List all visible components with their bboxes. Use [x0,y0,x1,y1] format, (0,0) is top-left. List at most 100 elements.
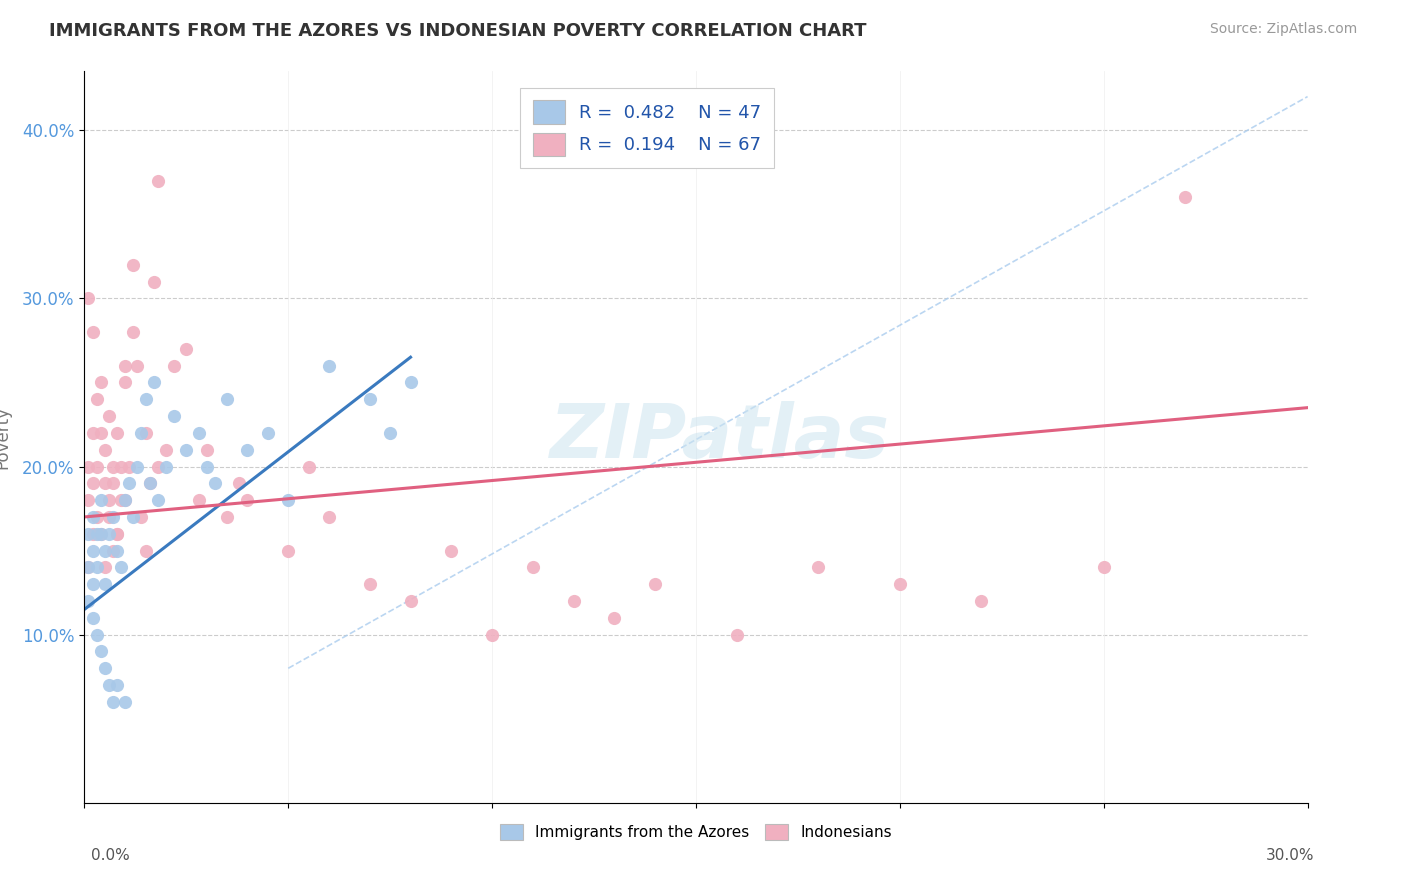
Point [155,442,177,457]
Text: 0.0%: 0.0% [91,848,131,863]
Point [97,678,120,692]
Point [146,493,169,508]
Point [440,543,463,558]
Point [399,594,422,608]
Point [82,325,104,339]
Point [122,325,145,339]
Point [359,577,381,591]
Point [135,392,157,407]
Point [82,510,104,524]
Point [195,442,218,457]
Point [146,174,169,188]
Point [105,425,128,440]
Point [236,442,259,457]
Point [174,342,197,356]
Point [217,392,239,407]
Point [77,291,100,305]
Point [101,695,124,709]
Point [187,493,209,508]
Point [236,493,259,508]
Point [82,577,104,591]
Point [127,359,149,373]
Point [122,510,145,524]
Point [138,476,160,491]
Point [90,526,112,541]
Point [114,493,136,508]
Point [93,476,115,491]
Point [114,359,136,373]
Point [114,493,136,508]
Point [101,476,124,491]
Text: 30.0%: 30.0% [1267,848,1315,863]
Point [174,442,197,457]
Point [82,526,104,541]
Point [90,644,112,658]
Point [82,425,104,440]
Point [725,627,748,641]
Point [155,459,177,474]
Point [114,695,136,709]
Point [97,493,120,508]
Point [644,577,666,591]
Point [110,493,132,508]
Point [86,627,108,641]
Point [97,526,120,541]
Point [86,392,108,407]
Point [970,594,993,608]
Point [86,459,108,474]
Point [110,459,132,474]
Point [195,459,218,474]
Point [101,459,124,474]
Point [101,543,124,558]
Point [93,442,115,457]
Point [1174,190,1197,204]
Point [110,560,132,574]
Point [142,376,165,390]
Point [380,425,402,440]
Y-axis label: Poverty: Poverty [0,406,11,468]
Point [86,526,108,541]
Point [135,543,157,558]
Point [82,611,104,625]
Point [603,611,626,625]
Point [93,577,115,591]
Text: Source: ZipAtlas.com: Source: ZipAtlas.com [1209,22,1357,37]
Point [135,425,157,440]
Point [163,359,186,373]
Point [77,594,100,608]
Point [90,425,112,440]
Point [889,577,911,591]
Point [77,493,100,508]
Point [93,560,115,574]
Legend: Immigrants from the Azores, Indonesians: Immigrants from the Azores, Indonesians [494,818,898,847]
Point [97,510,120,524]
Point [318,510,340,524]
Point [298,459,321,474]
Point [114,376,136,390]
Point [122,258,145,272]
Point [90,526,112,541]
Point [204,476,226,491]
Point [318,359,340,373]
Point [481,627,503,641]
Point [228,476,250,491]
Point [101,510,124,524]
Point [105,678,128,692]
Text: ZIPatlas: ZIPatlas [550,401,890,474]
Point [131,510,153,524]
Point [82,476,104,491]
Point [82,543,104,558]
Point [187,425,209,440]
Point [807,560,830,574]
Point [277,493,299,508]
Point [118,476,141,491]
Point [399,376,422,390]
Point [562,594,585,608]
Point [131,425,153,440]
Point [93,661,115,675]
Point [1092,560,1115,574]
Point [77,560,100,574]
Point [77,560,100,574]
Point [105,543,128,558]
Point [127,459,149,474]
